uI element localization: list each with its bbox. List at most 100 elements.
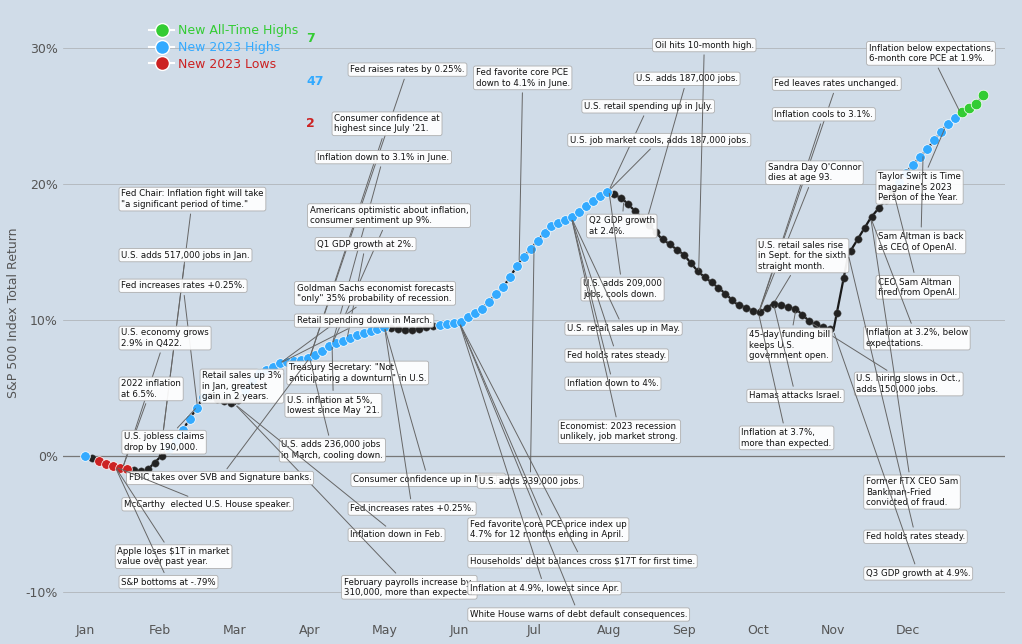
- Text: S&P bottoms at -.79%: S&P bottoms at -.79%: [117, 469, 216, 587]
- Point: [356, 328, 372, 338]
- Point: [495, 282, 511, 292]
- Text: U.S. adds 209,000
jobs, cools down.: U.S. adds 209,000 jobs, cools down.: [584, 193, 662, 299]
- Point: [626, 206, 643, 216]
- Point: [292, 354, 309, 365]
- Point: [780, 302, 796, 312]
- Point: [480, 296, 497, 307]
- Point: [564, 212, 580, 222]
- Point: [119, 464, 135, 474]
- Point: [432, 320, 449, 330]
- Point: [244, 376, 261, 386]
- Point: [91, 456, 107, 466]
- Point: [933, 127, 949, 137]
- Point: [77, 451, 93, 461]
- Point: [334, 336, 351, 346]
- Text: U.S. jobless claims
drop by 190,000.: U.S. jobless claims drop by 190,000.: [124, 409, 204, 452]
- Point: [759, 303, 776, 313]
- Point: [842, 245, 858, 256]
- Y-axis label: S&P 500 Index Total Return: S&P 500 Index Total Return: [7, 228, 20, 399]
- Point: [731, 300, 747, 310]
- Point: [153, 450, 170, 460]
- Point: [105, 461, 122, 471]
- Point: [133, 466, 149, 477]
- Point: [363, 326, 379, 336]
- Point: [474, 304, 491, 314]
- Point: [160, 444, 177, 454]
- Point: [648, 227, 664, 238]
- Point: [585, 196, 601, 206]
- Point: [703, 278, 719, 288]
- Point: [557, 215, 573, 225]
- Point: [690, 266, 706, 276]
- Point: [905, 159, 922, 169]
- Text: U.S. job market cools, adds 187,000 jobs.: U.S. job market cools, adds 187,000 jobs…: [570, 135, 749, 189]
- Point: [390, 324, 407, 334]
- Text: 7: 7: [306, 32, 315, 45]
- Text: 2022 inflation
at 6.5%.: 2022 inflation at 6.5%.: [122, 379, 181, 466]
- Text: Treasury Secretary: "Not
anticipating a downturn" in U.S.: Treasury Secretary: "Not anticipating a …: [260, 363, 426, 383]
- Point: [968, 99, 984, 109]
- Point: [801, 316, 818, 326]
- Text: U.S. retail sales rise
in Sept. for the sixth
straight month.: U.S. retail sales rise in Sept. for the …: [758, 241, 846, 301]
- Point: [404, 325, 420, 335]
- Text: Q1 GDP growth at 2%.: Q1 GDP growth at 2%.: [317, 240, 414, 336]
- Text: Americans optimistic about inflation,
consumer sentiment up 9%.: Americans optimistic about inflation, co…: [310, 206, 468, 342]
- Point: [230, 394, 246, 404]
- Text: Sam Altman is back
as CEO of OpenAI.: Sam Altman is back as CEO of OpenAI.: [878, 156, 964, 252]
- Point: [425, 321, 442, 331]
- Point: [926, 135, 942, 146]
- Point: [515, 252, 531, 263]
- Point: [752, 307, 769, 317]
- Text: Oil hits 10-month high.: Oil hits 10-month high.: [655, 41, 754, 269]
- Text: Fed Chair: Inflation fight will take
"a significant period of time.": Fed Chair: Inflation fight will take "a …: [122, 189, 264, 455]
- Point: [467, 308, 483, 318]
- Point: [140, 464, 156, 475]
- Point: [849, 234, 866, 244]
- Text: White House warns of debt default consequences.: White House warns of debt default conseq…: [460, 325, 688, 619]
- Text: Inflation below expectations,
6-month core PCE at 1.9%.: Inflation below expectations, 6-month co…: [869, 44, 993, 111]
- Point: [111, 462, 128, 473]
- Point: [683, 258, 699, 268]
- Text: Fed holds rates steady.: Fed holds rates steady.: [567, 220, 666, 360]
- Point: [210, 393, 226, 404]
- Point: [864, 212, 880, 222]
- Point: [446, 318, 462, 328]
- Point: [223, 398, 239, 408]
- Point: [383, 323, 400, 333]
- Point: [961, 103, 977, 113]
- Text: Inflation at 4.9%, lowest since Apr.: Inflation at 4.9%, lowest since Apr.: [460, 325, 619, 592]
- Point: [299, 353, 316, 363]
- Text: U.S. adds 236,000 jobs
in March, cooling down.: U.S. adds 236,000 jobs in March, cooling…: [281, 361, 383, 460]
- Point: [314, 345, 330, 355]
- Legend: New All-Time Highs, New 2023 Highs, New 2023 Lows: New All-Time Highs, New 2023 Highs, New …: [144, 19, 304, 76]
- Text: Economist: 2023 recession
unlikely, job market strong.: Economist: 2023 recession unlikely, job …: [560, 220, 679, 441]
- Text: Fed leaves rates unchanged.: Fed leaves rates unchanged.: [759, 79, 899, 310]
- Point: [940, 119, 957, 129]
- Point: [725, 295, 741, 305]
- Text: Sandra Day O'Connor
dies at age 93.: Sandra Day O'Connor dies at age 93.: [759, 163, 862, 310]
- Text: Consumer confidence up in March.: Consumer confidence up in March.: [353, 329, 503, 484]
- Point: [251, 368, 268, 379]
- Point: [947, 113, 964, 123]
- Point: [537, 227, 553, 238]
- Text: 2: 2: [306, 117, 315, 130]
- Text: Retail sales up 3%
in Jan, greatest
gain in 2 years.: Retail sales up 3% in Jan, greatest gain…: [202, 371, 282, 404]
- Point: [279, 357, 295, 367]
- Text: Taylor Swift is Time
magazine's 2023
Person of the Year.: Taylor Swift is Time magazine's 2023 Per…: [878, 129, 961, 202]
- Text: Inflation at 3.7%,
more than expected.: Inflation at 3.7%, more than expected.: [741, 316, 832, 448]
- Point: [613, 193, 630, 204]
- Text: Q2 GDP growth
at 2.4%.: Q2 GDP growth at 2.4%.: [589, 203, 655, 236]
- Point: [453, 316, 469, 327]
- Point: [787, 303, 803, 314]
- Point: [975, 90, 991, 100]
- Point: [487, 289, 504, 299]
- Point: [641, 220, 657, 230]
- Point: [655, 234, 671, 245]
- Point: [341, 333, 358, 343]
- Point: [807, 319, 824, 330]
- Point: [265, 361, 281, 372]
- Point: [871, 204, 887, 214]
- Point: [919, 144, 935, 154]
- Point: [794, 309, 810, 319]
- Point: [620, 199, 637, 209]
